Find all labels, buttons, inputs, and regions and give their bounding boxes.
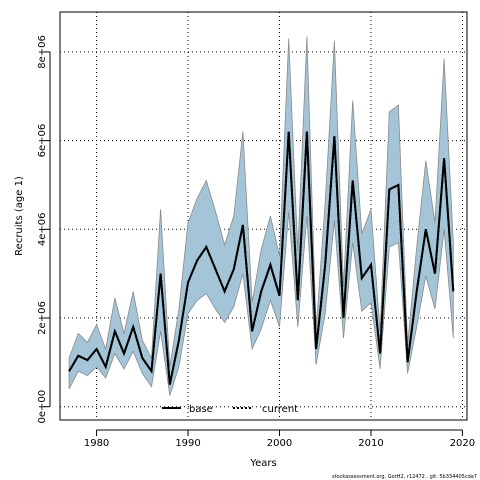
series-lines: [68, 131, 455, 385]
y-tick-label-4: 8e+06: [37, 35, 48, 69]
y-tick-label-1: 2e+06: [37, 301, 48, 335]
x-tick-label-2: 2000: [267, 438, 292, 449]
legend-label-base: base: [189, 404, 213, 415]
confidence-band-area: [68, 36, 454, 396]
x-axis: 1980 1990 2000 2010 2020: [84, 429, 475, 449]
legend: base current: [162, 404, 298, 415]
x-tick-label-4: 2020: [450, 438, 475, 449]
series-line-current: [68, 131, 455, 385]
y-axis: 0e+00 2e+06 4e+06 6e+06 8e+06: [37, 35, 51, 424]
footer-note: stockassessment.org, GorH2, r12472 , git…: [332, 474, 477, 480]
y-tick-label-3: 6e+06: [37, 124, 48, 158]
plot-frame: [59, 11, 468, 421]
x-tick-label-3: 2010: [358, 438, 383, 449]
x-tick-label-0: 1980: [84, 438, 109, 449]
legend-label-current: current: [262, 404, 298, 415]
confidence-band: [68, 36, 454, 396]
x-axis-label: Years: [249, 458, 276, 469]
y-axis-label: Recruits (age 1): [14, 176, 25, 256]
y-tick-label-2: 4e+06: [37, 212, 48, 246]
y-tick-label-0: 0e+00: [37, 390, 48, 424]
x-tick-label-1: 1990: [175, 438, 200, 449]
